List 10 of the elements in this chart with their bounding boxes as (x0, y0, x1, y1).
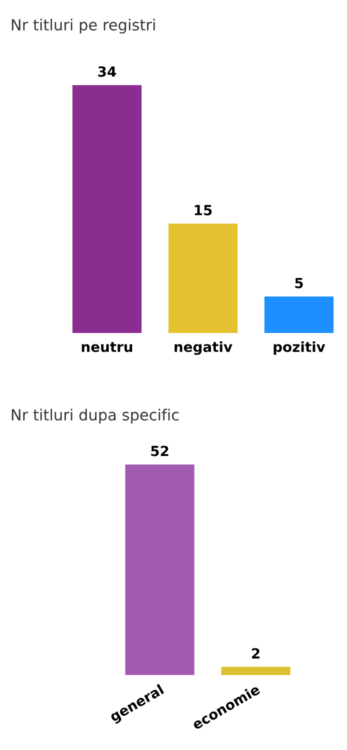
data-label: 2 (252, 648, 260, 658)
data-label: 5 (295, 278, 303, 288)
chart-title: Nr titluri pe registri (12, 18, 155, 34)
chart-title: Nr titluri dupa specific (12, 408, 179, 424)
x-tick-label: pozitiv (274, 341, 326, 355)
data-label: 34 (98, 66, 116, 77)
x-tick-label: negativ (174, 341, 232, 355)
x-tick-label: neutru (82, 342, 132, 352)
data-label: 15 (194, 205, 212, 216)
data-label: 52 (151, 446, 168, 456)
